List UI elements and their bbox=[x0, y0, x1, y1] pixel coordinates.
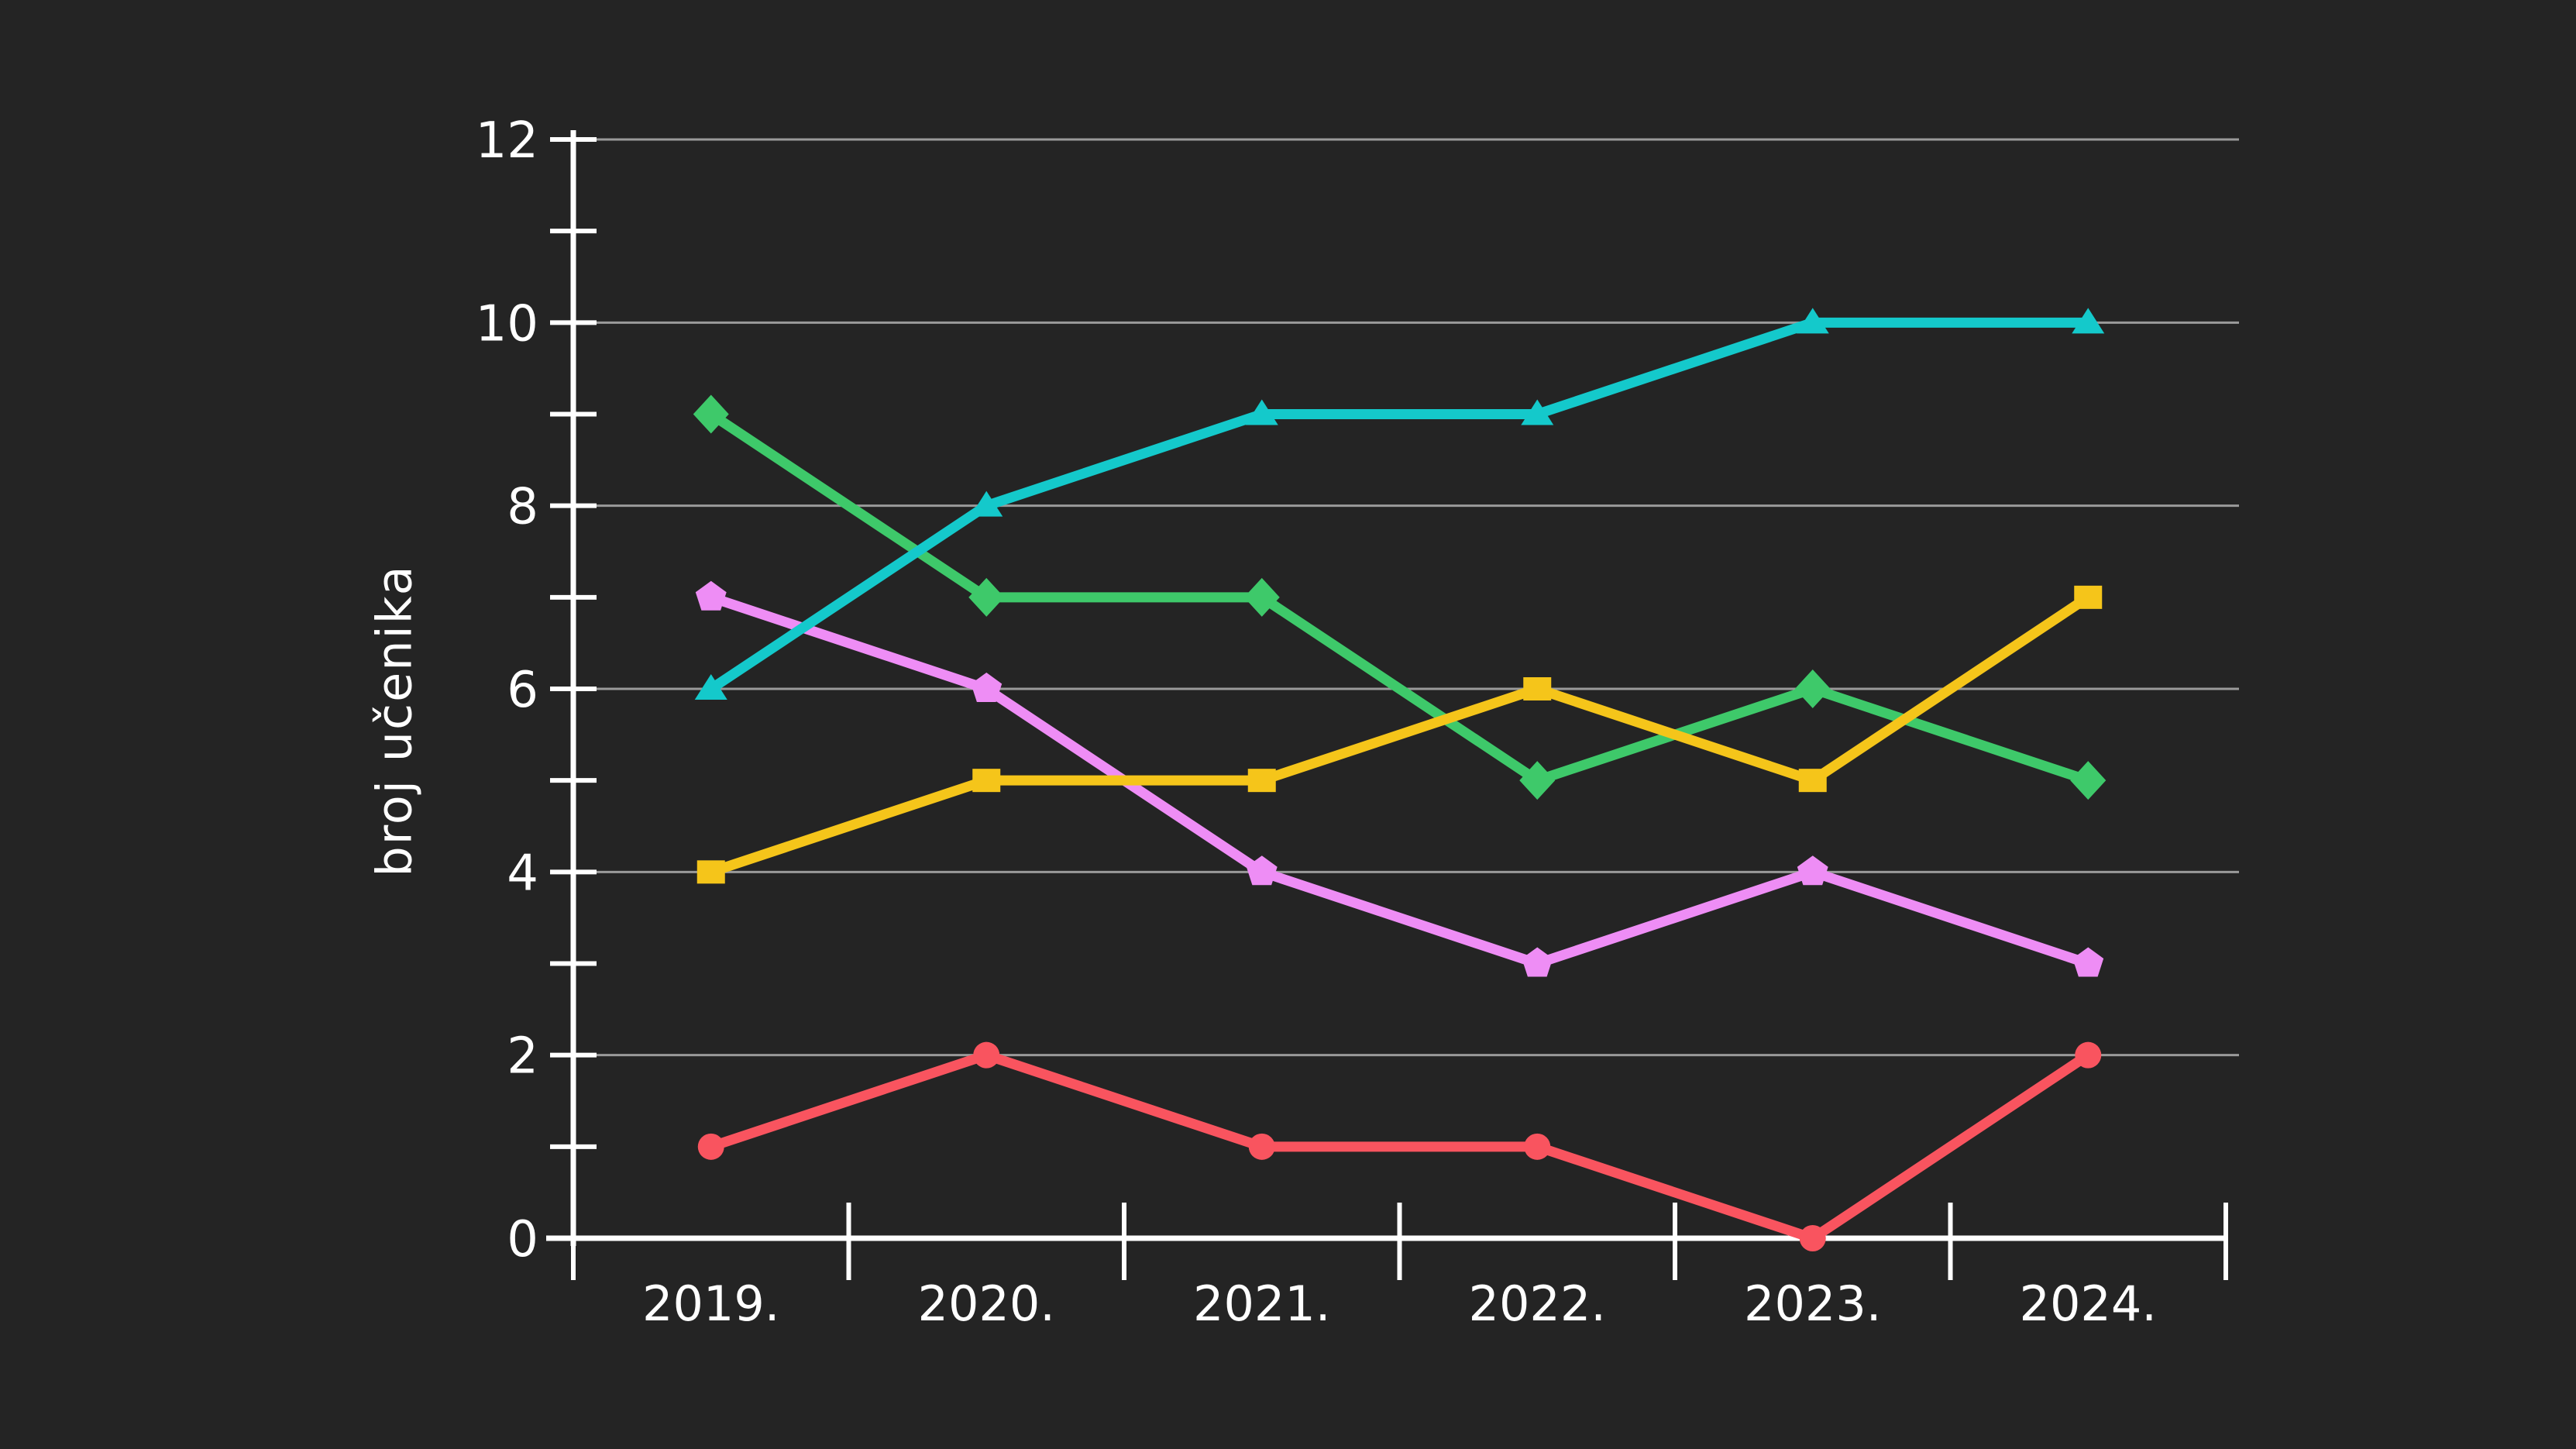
y-tick-label: 12 bbox=[476, 112, 538, 170]
y-tick-label: 10 bbox=[476, 295, 538, 353]
marker-square bbox=[1523, 677, 1552, 700]
x-tick-label: 2024. bbox=[2020, 1275, 2158, 1332]
marker-diamond bbox=[968, 577, 1005, 617]
marker-pentagon bbox=[1246, 855, 1278, 886]
y-tick-label: 6 bbox=[507, 662, 538, 719]
marker-diamond bbox=[2070, 761, 2107, 800]
marker-diamond bbox=[1794, 669, 1831, 708]
marker-diamond bbox=[1243, 577, 1280, 617]
marker-circle bbox=[697, 1133, 724, 1160]
series-line-teal bbox=[708, 317, 2089, 694]
series-line-yellow bbox=[709, 593, 2091, 877]
marker-pentagon bbox=[1797, 855, 1828, 886]
marker-square bbox=[2074, 585, 2103, 609]
marker-pentagon bbox=[1522, 947, 1553, 977]
marker-circle bbox=[2075, 1041, 2102, 1069]
marker-triangle bbox=[970, 490, 1003, 517]
series-line-green bbox=[708, 410, 2090, 786]
marker-circle bbox=[973, 1041, 1000, 1069]
marker-triangle bbox=[1796, 308, 1829, 334]
marker-square bbox=[972, 769, 1001, 793]
marker-square bbox=[1247, 769, 1276, 793]
marker-triangle bbox=[1245, 399, 1278, 425]
marker-triangle bbox=[2072, 308, 2105, 334]
marker-pentagon bbox=[695, 580, 727, 611]
marker-diamond bbox=[693, 394, 729, 434]
marker-diamond bbox=[1519, 761, 1556, 800]
x-tick-label: 2021. bbox=[1193, 1275, 1331, 1332]
marker-circle bbox=[1524, 1133, 1551, 1160]
x-tick-label: 2022. bbox=[1469, 1275, 1607, 1332]
x-tick-label: 2020. bbox=[918, 1275, 1056, 1332]
marker-square bbox=[1798, 769, 1827, 793]
y-tick-label: 2 bbox=[507, 1028, 538, 1086]
marker-triangle bbox=[694, 674, 727, 700]
marker-circle bbox=[1799, 1225, 1826, 1251]
marker-triangle bbox=[1521, 399, 1554, 425]
x-tick-label: 2023. bbox=[1744, 1275, 1882, 1332]
marker-pentagon bbox=[971, 673, 1003, 702]
marker-circle bbox=[1248, 1133, 1275, 1160]
y-tick-label: 4 bbox=[507, 845, 538, 902]
series-line-purple bbox=[709, 592, 2090, 969]
series-line-red bbox=[709, 1050, 2091, 1244]
y-tick-label: 0 bbox=[507, 1211, 538, 1268]
marker-pentagon bbox=[2072, 947, 2104, 977]
marker-square bbox=[696, 860, 725, 884]
x-tick-label: 2019. bbox=[642, 1275, 780, 1332]
y-tick-label: 8 bbox=[507, 479, 538, 536]
y-axis-title: broj učenika bbox=[366, 564, 423, 877]
